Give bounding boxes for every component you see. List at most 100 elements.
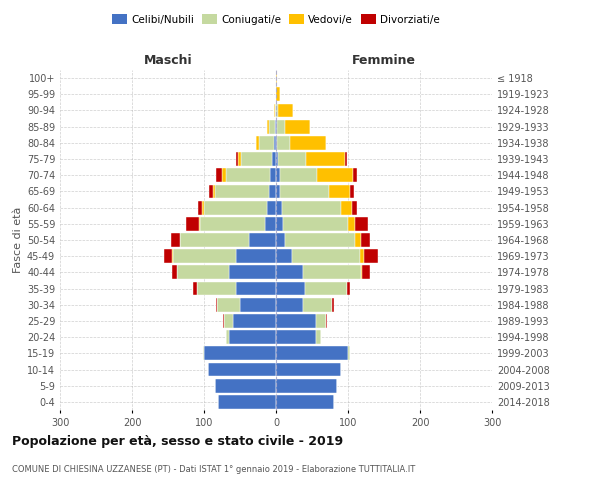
- Bar: [217, 298, 240, 312]
- Bar: [198, 200, 202, 214]
- Text: Popolazione per età, sesso e stato civile - 2019: Popolazione per età, sesso e stato civil…: [12, 435, 343, 448]
- Bar: [204, 200, 268, 214]
- Bar: [305, 282, 347, 296]
- Bar: [284, 120, 310, 134]
- Bar: [193, 282, 197, 296]
- Bar: [276, 314, 316, 328]
- Bar: [280, 184, 329, 198]
- Bar: [172, 266, 178, 280]
- Bar: [223, 314, 224, 328]
- Bar: [304, 298, 332, 312]
- Bar: [290, 136, 326, 149]
- Bar: [305, 152, 345, 166]
- Bar: [229, 266, 276, 280]
- Bar: [352, 200, 358, 214]
- Bar: [345, 152, 347, 166]
- Bar: [282, 200, 341, 214]
- Bar: [276, 330, 316, 344]
- Bar: [276, 152, 278, 166]
- Bar: [178, 266, 229, 280]
- Bar: [173, 250, 236, 263]
- Bar: [348, 346, 350, 360]
- Bar: [304, 266, 361, 280]
- Bar: [233, 314, 276, 328]
- Bar: [186, 217, 199, 230]
- Bar: [236, 282, 276, 296]
- Bar: [326, 314, 327, 328]
- Bar: [276, 168, 280, 182]
- Bar: [276, 298, 304, 312]
- Bar: [202, 200, 204, 214]
- Bar: [341, 200, 352, 214]
- Bar: [236, 250, 276, 263]
- Bar: [259, 136, 274, 149]
- Bar: [317, 168, 353, 182]
- Bar: [276, 120, 277, 134]
- Bar: [268, 200, 276, 214]
- Bar: [276, 395, 334, 409]
- Bar: [226, 168, 270, 182]
- Y-axis label: Fasce di età: Fasce di età: [13, 207, 23, 273]
- Bar: [236, 152, 238, 166]
- Bar: [218, 395, 276, 409]
- Bar: [276, 379, 337, 392]
- Bar: [316, 330, 322, 344]
- Bar: [284, 233, 355, 247]
- Bar: [355, 233, 361, 247]
- Bar: [248, 233, 276, 247]
- Bar: [280, 168, 317, 182]
- Bar: [277, 120, 284, 134]
- Bar: [361, 266, 362, 280]
- Bar: [204, 346, 276, 360]
- Bar: [355, 217, 368, 230]
- Bar: [276, 184, 280, 198]
- Bar: [276, 200, 282, 214]
- Bar: [266, 120, 269, 134]
- Bar: [329, 184, 350, 198]
- Bar: [216, 168, 222, 182]
- Bar: [275, 104, 276, 118]
- Bar: [180, 233, 248, 247]
- Bar: [360, 250, 364, 263]
- Bar: [348, 217, 355, 230]
- Bar: [277, 136, 290, 149]
- Bar: [215, 379, 276, 392]
- Bar: [283, 217, 348, 230]
- Bar: [270, 168, 276, 182]
- Bar: [172, 250, 173, 263]
- Bar: [274, 136, 276, 149]
- Bar: [362, 266, 370, 280]
- Bar: [347, 282, 350, 296]
- Bar: [171, 233, 179, 247]
- Legend: Celibi/Nubili, Coniugati/e, Vedovi/e, Divorziati/e: Celibi/Nubili, Coniugati/e, Vedovi/e, Di…: [108, 10, 444, 29]
- Bar: [361, 233, 370, 247]
- Bar: [240, 298, 276, 312]
- Bar: [215, 298, 217, 312]
- Bar: [276, 250, 292, 263]
- Bar: [269, 184, 276, 198]
- Bar: [276, 136, 277, 149]
- Bar: [278, 104, 293, 118]
- Bar: [276, 88, 280, 101]
- Text: COMUNE DI CHIESINA UZZANESE (PT) - Dati ISTAT 1° gennaio 2019 - Elaborazione TUT: COMUNE DI CHIESINA UZZANESE (PT) - Dati …: [12, 465, 415, 474]
- Bar: [197, 282, 236, 296]
- Bar: [215, 184, 269, 198]
- Bar: [164, 250, 172, 263]
- Bar: [274, 104, 275, 118]
- Bar: [222, 168, 226, 182]
- Bar: [350, 184, 354, 198]
- Bar: [179, 233, 180, 247]
- Bar: [208, 362, 276, 376]
- Bar: [203, 346, 204, 360]
- Bar: [276, 282, 305, 296]
- Bar: [276, 346, 348, 360]
- Bar: [275, 120, 276, 134]
- Bar: [364, 250, 378, 263]
- Bar: [276, 71, 277, 85]
- Bar: [256, 136, 259, 149]
- Bar: [272, 152, 276, 166]
- Bar: [200, 217, 265, 230]
- Bar: [276, 233, 284, 247]
- Bar: [276, 266, 304, 280]
- Bar: [278, 152, 305, 166]
